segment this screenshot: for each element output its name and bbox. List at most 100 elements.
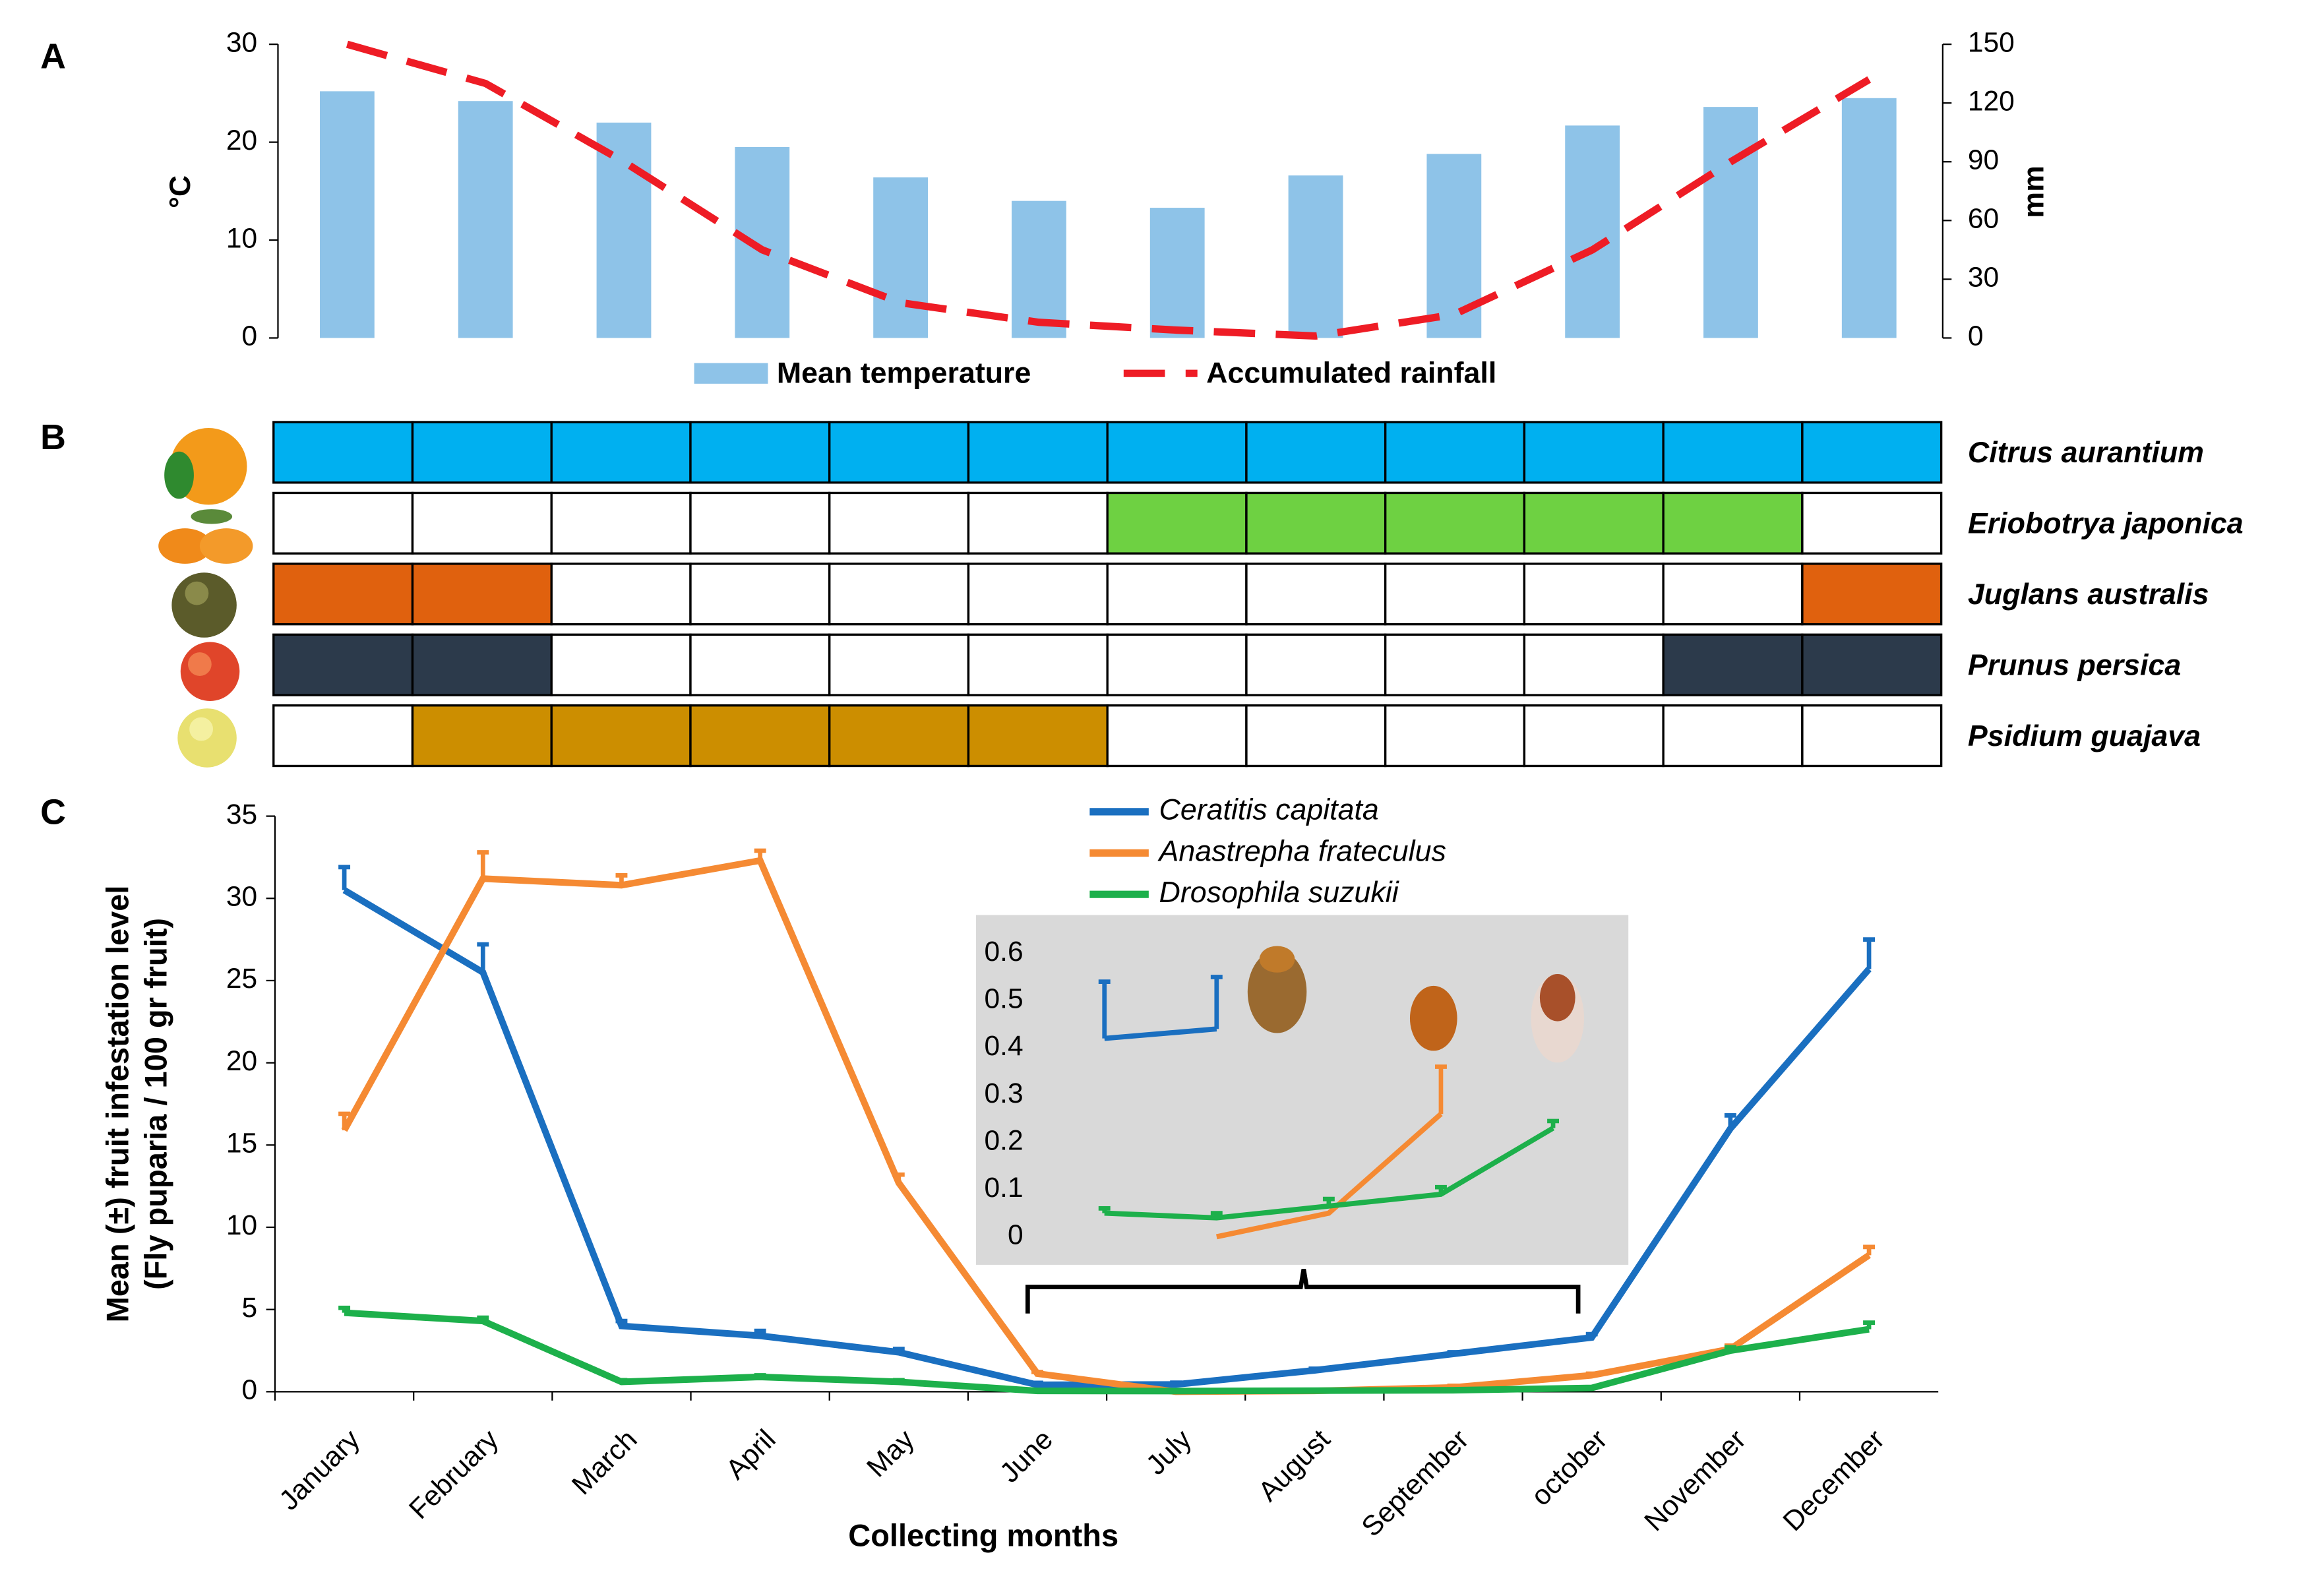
cell — [1384, 633, 1526, 696]
cell — [1245, 563, 1387, 626]
cell — [1523, 421, 1665, 484]
bar — [596, 122, 652, 338]
error-bar — [1547, 1118, 1559, 1128]
cell — [689, 491, 831, 555]
y-tick-label: 20 — [226, 125, 257, 156]
cell — [967, 633, 1109, 696]
inset-y-tick-label: 0.4 — [985, 1031, 1024, 1062]
error-bar — [338, 1305, 351, 1313]
error-bar — [1863, 1320, 1876, 1329]
y2-tick-label: 90 — [1968, 145, 1999, 176]
legend-label: Anastrepha frateculus — [1157, 834, 1446, 867]
cell — [272, 421, 414, 484]
inset-background — [976, 915, 1629, 1265]
y2-tick-label: 30 — [1968, 262, 1999, 293]
cell — [828, 704, 970, 768]
cell — [1801, 491, 1943, 555]
cell — [411, 704, 553, 768]
species-label: Citrus aurantium — [1968, 436, 2204, 469]
bar — [1288, 175, 1343, 338]
y-tick-label: 20 — [226, 1046, 257, 1077]
cell — [689, 633, 831, 696]
cell — [272, 633, 414, 696]
species-label: Prunus persica — [1968, 648, 2181, 681]
cell — [1662, 633, 1804, 696]
y2-tick-label: 150 — [1968, 27, 2015, 58]
cell — [1801, 563, 1943, 626]
cell — [1523, 563, 1665, 626]
cell — [689, 563, 831, 626]
bar — [1703, 107, 1758, 338]
y-tick-label: 30 — [226, 27, 257, 58]
y-tick-label: 10 — [226, 1210, 257, 1241]
panel-label: C — [40, 793, 66, 832]
cell — [1245, 421, 1387, 484]
cell — [272, 704, 414, 768]
error-bar — [1863, 1244, 1876, 1256]
cell — [411, 563, 553, 626]
cell — [967, 563, 1109, 626]
cell — [272, 491, 414, 555]
fly-icons — [1247, 946, 1585, 1063]
line — [346, 40, 1872, 340]
cell — [1662, 704, 1804, 768]
cell — [1245, 633, 1387, 696]
panel-label: B — [40, 417, 66, 457]
y-axis-title: (Fly puparia / 100 gr fruit) — [138, 918, 173, 1290]
y-tick-label: 15 — [226, 1128, 257, 1159]
error-bar — [1098, 1206, 1111, 1213]
x-axis-title: Collecting months — [848, 1517, 1118, 1552]
line — [341, 857, 1871, 1395]
y-axis-title: °C — [164, 175, 197, 208]
cell — [1801, 421, 1943, 484]
cell — [550, 563, 692, 626]
cell — [1523, 491, 1665, 555]
cell — [1106, 491, 1248, 555]
error-bar — [477, 850, 489, 879]
cell — [828, 563, 970, 626]
cell — [411, 633, 553, 696]
inset-y-tick-label: 0.3 — [985, 1078, 1024, 1109]
cell — [967, 704, 1109, 768]
line — [344, 1309, 1870, 1395]
y-tick-label: 0 — [241, 1375, 257, 1406]
bar — [1841, 98, 1897, 338]
cell — [1106, 421, 1248, 484]
y-tick-label: 5 — [241, 1293, 257, 1324]
cell — [550, 633, 692, 696]
species-label: Psidium guajava — [1968, 719, 2201, 752]
y2-axis-title: mm — [2017, 166, 2050, 218]
y2-tick-label: 120 — [1968, 86, 2015, 117]
error-bar — [1098, 979, 1111, 1039]
y-tick-label: 30 — [226, 881, 257, 912]
cell — [1801, 704, 1943, 768]
cell — [550, 421, 692, 484]
y-tick-label: 10 — [226, 223, 257, 254]
bar — [319, 91, 375, 338]
cell — [1384, 421, 1526, 484]
inset-y-tick-label: 0.5 — [985, 984, 1024, 1015]
cell — [411, 421, 553, 484]
legend-swatch — [694, 363, 768, 384]
fruit-icons — [158, 427, 253, 768]
y-tick-label: 25 — [226, 963, 257, 994]
cell — [1106, 704, 1248, 768]
cell — [550, 491, 692, 555]
cell — [272, 563, 414, 626]
y-tick-label: 0 — [241, 321, 257, 352]
cell — [1384, 491, 1526, 555]
legend-label: Drosophila suzukii — [1159, 876, 1399, 909]
y2-tick-label: 60 — [1968, 204, 1999, 235]
bar — [1565, 125, 1620, 338]
line — [1215, 1112, 1443, 1240]
cell — [1106, 633, 1248, 696]
cell — [1384, 704, 1526, 768]
line — [1104, 1026, 1217, 1041]
cell — [1523, 704, 1665, 768]
cell — [1662, 563, 1804, 626]
y-axis-title: Mean (±) fruit infestation level — [100, 886, 135, 1323]
cell — [1245, 704, 1387, 768]
bar — [1149, 208, 1205, 338]
line — [1104, 1126, 1555, 1221]
